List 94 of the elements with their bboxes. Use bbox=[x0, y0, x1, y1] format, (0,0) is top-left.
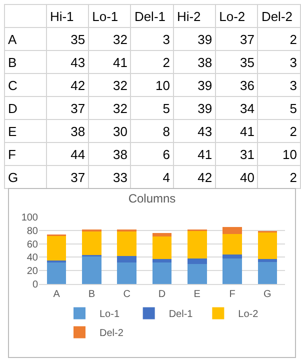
data-label: 8 bbox=[130, 120, 174, 142]
data-label: 32 bbox=[88, 74, 131, 96]
x-tick-label: Hi-2 bbox=[173, 4, 216, 28]
data-label: 2 bbox=[258, 166, 300, 188]
x-tick-label: A bbox=[53, 289, 60, 300]
y-tick-label: A bbox=[4, 28, 46, 50]
x-tick-label: B bbox=[88, 289, 96, 300]
x-tick-label: F bbox=[229, 289, 236, 300]
bar bbox=[46, 236, 66, 261]
data-label: 36 bbox=[216, 74, 258, 96]
data-label: 35 bbox=[46, 28, 89, 50]
data-label: 37 bbox=[46, 166, 89, 188]
bar bbox=[187, 258, 207, 264]
data-label: 33 bbox=[88, 166, 131, 188]
y-tick-label: 100 bbox=[21, 212, 38, 224]
legend-label: Del-1 bbox=[168, 309, 194, 320]
bar bbox=[46, 262, 66, 284]
y-tick-label: 80 bbox=[26, 226, 38, 237]
bar bbox=[117, 256, 137, 263]
x-tick-label: Del-2 bbox=[258, 4, 300, 28]
bar bbox=[187, 231, 207, 259]
data-label: 38 bbox=[46, 120, 89, 142]
data-label: 4 bbox=[130, 166, 174, 188]
bar bbox=[152, 233, 172, 236]
y-tick-label: F bbox=[4, 142, 46, 166]
data-label: 2 bbox=[258, 28, 300, 50]
bar bbox=[258, 259, 278, 262]
data-label: 43 bbox=[173, 120, 216, 142]
data-label: 42 bbox=[46, 74, 89, 96]
x-tick-label: C bbox=[123, 289, 130, 300]
data-label: 37 bbox=[46, 96, 89, 120]
y-tick-label: 0 bbox=[32, 280, 38, 290]
chart-title: Columns bbox=[128, 191, 176, 206]
x-tick-label: Lo-1 bbox=[88, 4, 131, 28]
data-label: 42 bbox=[173, 166, 216, 188]
data-label: 40 bbox=[216, 166, 258, 188]
bar bbox=[117, 262, 137, 284]
legend-label: Del-2 bbox=[100, 328, 124, 340]
bar bbox=[82, 256, 102, 284]
bar bbox=[152, 262, 172, 284]
bar bbox=[152, 259, 172, 263]
data-label: 3 bbox=[130, 28, 174, 50]
bar bbox=[82, 232, 102, 256]
data-label: 5 bbox=[258, 96, 300, 120]
data-label: 44 bbox=[46, 142, 89, 166]
bar bbox=[117, 232, 137, 256]
x-tick-label: Hi-1 bbox=[46, 4, 89, 28]
bar bbox=[222, 227, 242, 234]
data-label: 38 bbox=[173, 50, 216, 74]
data-label: 39 bbox=[173, 28, 216, 50]
data-label: 34 bbox=[216, 96, 258, 120]
x-tick-label: D bbox=[158, 289, 166, 300]
data-label: 37 bbox=[216, 28, 258, 50]
data-label: 35 bbox=[216, 50, 258, 74]
data-label: 38 bbox=[88, 142, 131, 166]
data-label: 41 bbox=[216, 120, 258, 142]
x-tick-label: G bbox=[264, 289, 272, 300]
y-tick-label: G bbox=[4, 166, 46, 188]
legend-label: Lo-1 bbox=[100, 309, 120, 320]
bar bbox=[258, 262, 278, 284]
legend-label: Lo-2 bbox=[238, 309, 259, 320]
bar bbox=[222, 258, 242, 284]
data-label: 2 bbox=[258, 120, 300, 142]
y-tick-label: C bbox=[4, 74, 46, 96]
data-label: 41 bbox=[88, 50, 131, 74]
data-label: 39 bbox=[173, 74, 216, 96]
data-label: 6 bbox=[130, 142, 174, 166]
bar bbox=[152, 236, 172, 260]
data-label: 10 bbox=[258, 142, 300, 166]
x-tick-label: Del-1 bbox=[130, 4, 174, 28]
data-label: 41 bbox=[173, 142, 216, 166]
y-tick-label: 60 bbox=[26, 239, 38, 250]
data-label: 10 bbox=[130, 74, 174, 96]
bar bbox=[222, 254, 242, 259]
y-tick-label: 40 bbox=[26, 252, 38, 264]
bar bbox=[222, 234, 242, 255]
y-tick-label: 20 bbox=[26, 266, 38, 278]
data-label: 3 bbox=[258, 74, 300, 96]
data-label: 3 bbox=[258, 50, 300, 74]
y-tick-label: D bbox=[4, 96, 46, 120]
data-label: 2 bbox=[130, 50, 174, 74]
data-label: 39 bbox=[173, 96, 216, 120]
y-tick-label: B bbox=[4, 50, 46, 74]
bar bbox=[187, 264, 207, 284]
data-label: 32 bbox=[88, 28, 131, 50]
x-tick-label: Lo-2 bbox=[216, 4, 258, 28]
y-tick-label: E bbox=[4, 120, 46, 142]
bar bbox=[258, 232, 278, 260]
data-label: 30 bbox=[88, 120, 131, 142]
data-label: 5 bbox=[130, 96, 174, 120]
data-label: 32 bbox=[88, 96, 131, 120]
x-tick-label: E bbox=[194, 289, 201, 300]
data-label: 43 bbox=[46, 50, 89, 74]
data-label: 31 bbox=[216, 142, 258, 166]
